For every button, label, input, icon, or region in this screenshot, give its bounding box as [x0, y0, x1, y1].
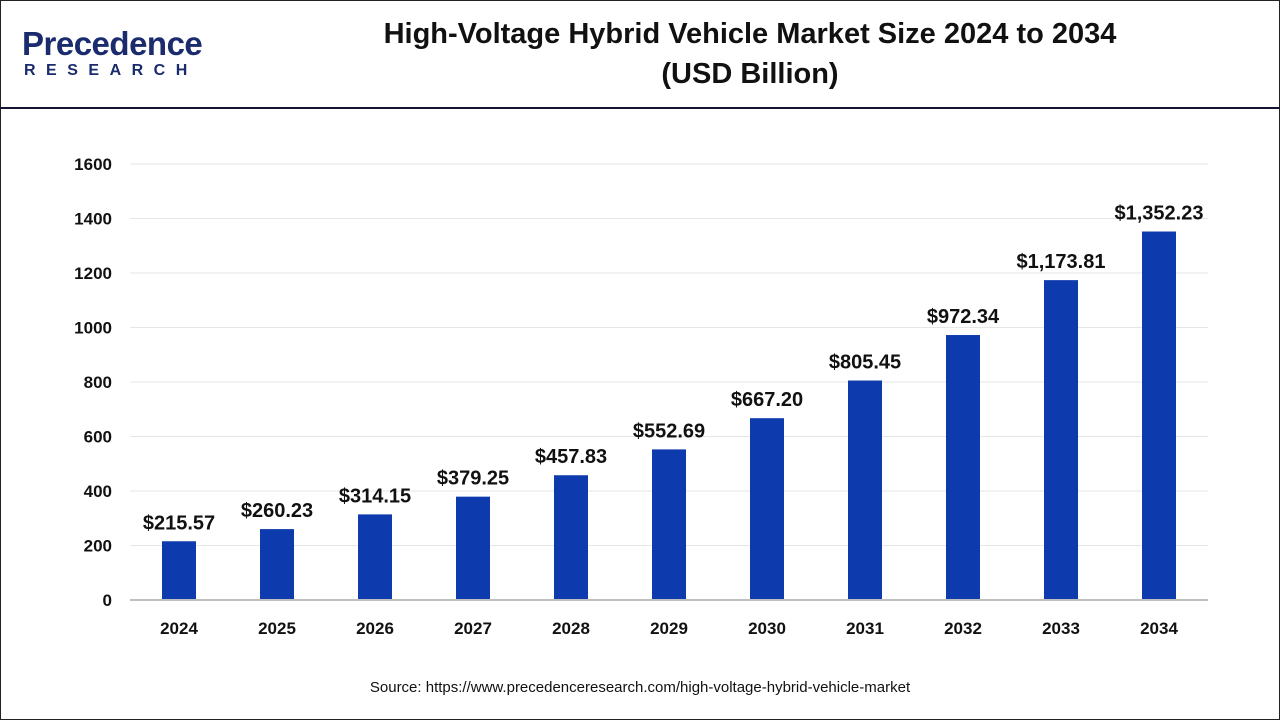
y-tick-label: 1400: [74, 210, 112, 229]
y-tick-label: 200: [84, 537, 112, 556]
precedence-research-logo: Precedence RESEARCH: [22, 25, 203, 80]
bar-2024: [162, 541, 196, 600]
x-tick-label: 2027: [454, 619, 492, 638]
bar-2031: [848, 380, 882, 600]
data-label: $972.34: [927, 306, 1000, 328]
data-label: $552.69: [633, 420, 705, 442]
data-label: $805.45: [829, 352, 901, 374]
bar-2032: [946, 335, 980, 600]
bar-2025: [260, 529, 294, 600]
bar-2033: [1044, 280, 1078, 600]
data-label: $1,173.81: [1017, 251, 1106, 273]
title-line-1: High-Voltage Hybrid Vehicle Market Size …: [383, 18, 1117, 50]
data-label: $314.15: [339, 485, 411, 507]
x-tick-label: 2032: [944, 619, 982, 638]
x-tick-label: 2028: [552, 619, 590, 638]
x-tick-label: 2026: [356, 619, 394, 638]
x-tick-label: 2029: [650, 619, 688, 638]
x-tick-label: 2031: [846, 619, 884, 638]
bar-2029: [652, 449, 686, 600]
bar-2034: [1142, 231, 1176, 600]
bar-2026: [358, 514, 392, 600]
y-tick-label: 1200: [74, 264, 112, 283]
data-label: $215.57: [143, 512, 215, 534]
source-text: Source: https://www.precedenceresearch.c…: [369, 679, 911, 696]
bar-2028: [554, 475, 588, 600]
x-tick-label: 2033: [1042, 619, 1080, 638]
data-label: $457.83: [535, 446, 607, 468]
x-tick-label: 2024: [160, 619, 198, 638]
x-tick-label: 2034: [1140, 619, 1178, 638]
header: Precedence RESEARCH High-Voltage Hybrid …: [0, 0, 1280, 109]
y-tick-label: 1600: [74, 155, 112, 174]
title-line-2: (USD Billion): [661, 58, 839, 90]
bar-2027: [456, 496, 490, 600]
data-label: $260.23: [241, 500, 313, 522]
y-tick-label: 600: [84, 428, 112, 447]
y-tick-label: 400: [84, 482, 112, 501]
chart-title: High-Voltage Hybrid Vehicle Market Size …: [250, 14, 1250, 94]
y-tick-label: 800: [84, 373, 112, 392]
logo-subtext: RESEARCH: [24, 62, 198, 79]
y-tick-label: 0: [103, 591, 112, 610]
data-label: $667.20: [731, 389, 803, 411]
data-label: $1,352.23: [1115, 203, 1204, 225]
logo-text: Precedence: [22, 25, 203, 62]
bar-2030: [750, 418, 784, 600]
x-tick-label: 2030: [748, 619, 786, 638]
y-tick-label: 1000: [74, 319, 112, 338]
x-tick-label: 2025: [258, 619, 296, 638]
data-label: $379.25: [437, 468, 509, 490]
